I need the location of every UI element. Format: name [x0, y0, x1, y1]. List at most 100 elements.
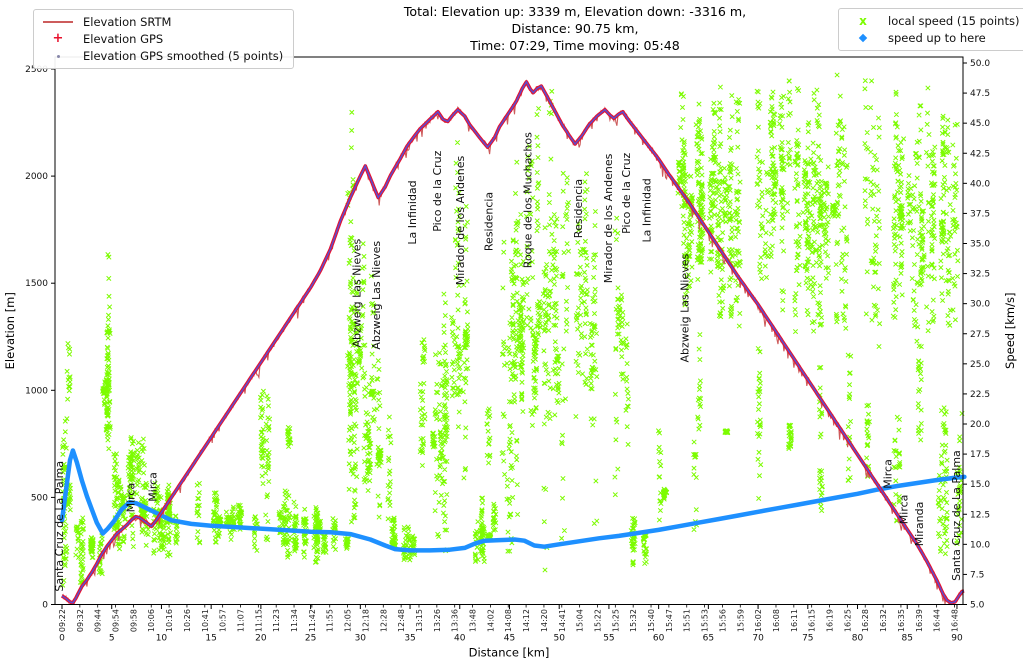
- srtm-line-marker-icon: [42, 15, 74, 29]
- chart-title-line3: Time: 07:29, Time moving: 05:48: [470, 38, 680, 53]
- x-axis-tick-label: 55: [603, 634, 614, 644]
- y-right-tick-label: 15.0: [970, 480, 990, 490]
- waypoint-label: Santa Cruz de La Palma: [53, 461, 66, 592]
- y-right-tick-label: 32.5: [970, 270, 990, 280]
- waypoint-label: Pico de la Cruz: [431, 150, 444, 231]
- x-axis-time-label: 16:25: [843, 609, 852, 632]
- x-axis-tick-label: 25: [305, 634, 316, 644]
- waypoint-label: Abzweig Las Nieves: [350, 238, 363, 347]
- y-right-tick-label: 40.0: [970, 179, 990, 189]
- y-right-tick-label: 35.0: [970, 240, 990, 250]
- legend-label: speed up to here: [888, 31, 986, 45]
- legend-item-elevation-srtm: Elevation SRTM: [42, 15, 283, 29]
- x-axis-time-label: 15:59: [736, 609, 745, 632]
- x-axis-time-label: 12:48: [397, 609, 406, 632]
- y-left-tick-label: 2500: [25, 65, 48, 75]
- x-axis-time-label: 15:40: [647, 609, 656, 632]
- x-axis-time-label: 12:18: [361, 609, 370, 632]
- y-right-axis-title: Speed [km/s]: [1003, 293, 1017, 369]
- legend-item-elevation-gps: + Elevation GPS: [42, 32, 283, 46]
- x-axis-time-label: 11:15: [254, 609, 263, 632]
- legend-label: local speed (15 points): [888, 14, 1020, 28]
- x-axis-time-label: 16:02: [754, 609, 763, 632]
- x-axis-time-label: 15:22: [594, 609, 603, 632]
- x-axis-tick-label: 85: [902, 634, 913, 644]
- x-axis-tick-label: 15: [205, 634, 216, 644]
- x-axis-time-label: 14:12: [522, 609, 531, 632]
- waypoint-label: Roque de los Muchachos: [521, 132, 534, 268]
- gps-plus-marker-icon: +: [52, 31, 64, 46]
- x-axis-time-label: 10:57: [219, 609, 228, 632]
- x-axis-time-label: 11:42: [308, 609, 317, 632]
- y-axis-right: 5.0 7.5 10.0 12.5 15.0 17.5 20.0 22.5 25.0 27.5 30…: [963, 59, 1017, 611]
- x-axis-time-label: 11:23: [272, 609, 281, 632]
- waypoint-label: Mirador de los Andenes: [454, 156, 467, 286]
- waypoint-label: Pico de la Cruz: [620, 152, 633, 233]
- smoothed-dot-marker-icon: [42, 49, 74, 63]
- waypoint-label: Mirca: [881, 459, 894, 489]
- x-axis-tick-label: 40: [454, 634, 466, 644]
- x-axis-time-label: 13:15: [415, 609, 424, 632]
- x-axis-time-label: 15:53: [701, 609, 710, 632]
- y-right-tick-label: 47.5: [970, 89, 990, 99]
- y-right-tick-label: 22.5: [970, 390, 990, 400]
- x-axis-time-label: 16:39: [915, 609, 924, 632]
- legend-item-speed-up-to-here: speed up to here: [847, 31, 1019, 45]
- y-right-tick-label: 5.0: [970, 601, 985, 611]
- x-axis-time-label: 10:26: [183, 609, 192, 632]
- x-axis-time-label: 13:36: [451, 609, 460, 632]
- x-axis-time-label: 15:51: [683, 609, 692, 632]
- x-axis-time-label: 11:34: [290, 609, 299, 632]
- waypoint-label: Mirca: [125, 483, 138, 513]
- x-axis-time-label: 14:08: [504, 609, 513, 632]
- speed-line: [59, 448, 967, 553]
- waypoint-label: Abzweig Las Nieves: [679, 253, 692, 362]
- waypoint-label: Abzweig Las Nieves: [370, 241, 383, 350]
- x-axis-tick-label: 75: [802, 634, 813, 644]
- x-axis-time-label: 10:16: [165, 609, 174, 632]
- x-axis-time-label: 09:32: [76, 609, 85, 632]
- x-axis-time-label: 15:56: [718, 609, 727, 632]
- legend-label: Elevation SRTM: [83, 15, 172, 29]
- x-axis-time-label: 11:07: [237, 609, 246, 632]
- x-axis-title: Distance [km]: [469, 646, 550, 660]
- waypoint-label: Santa Cruz de La Palma: [950, 450, 963, 581]
- x-axis-tick-label: 50: [553, 634, 565, 644]
- y-left-axis-title: Elevation [m]: [3, 292, 17, 369]
- waypoint-label: Mirca: [147, 472, 160, 502]
- x-axis-time-label: 11:55: [326, 609, 335, 632]
- y-right-tick-label: 12.5: [970, 510, 990, 520]
- x-axis-time-label: 10:06: [147, 609, 156, 632]
- x-axis-tick-label: 30: [355, 634, 367, 644]
- elevation-gps-smoothed-line: [61, 80, 965, 604]
- chart-title: Total: Elevation up: 3339 m, Elevation d…: [290, 3, 860, 54]
- y-left-tick-label: 0: [42, 601, 48, 611]
- legend-item-local-speed: x local speed (15 points): [847, 14, 1019, 28]
- x-axis-tick-label: 90: [951, 634, 963, 644]
- x-axis-time-label: 16:08: [772, 609, 781, 632]
- waypoint-label: La Infinidad: [406, 180, 419, 244]
- x-axis-time-label: 10:41: [201, 609, 210, 632]
- x-axis-tick-label: 10: [156, 634, 168, 644]
- x-axis-time-label: 13:26: [433, 609, 442, 632]
- x-axis-time-label: 13:48: [469, 609, 478, 632]
- x-axis-time-label: 16:28: [861, 609, 870, 632]
- x-axis-time-label: 16:15: [808, 609, 817, 632]
- x-axis-time-label: 16:35: [897, 609, 906, 632]
- y-right-tick-label: 42.5: [970, 149, 990, 159]
- x-axis-tick-label: 5: [109, 634, 115, 644]
- x-axis-time-label: 16:11: [790, 609, 799, 632]
- x-axis-time-label: 14:41: [558, 609, 567, 632]
- waypoint-label: Miranda: [913, 502, 926, 547]
- x-axis-time-label: 09:22: [58, 609, 67, 632]
- y-right-tick-label: 30.0: [970, 300, 990, 310]
- y-right-tick-label: 37.5: [970, 209, 990, 219]
- x-axis-time-label: 16:19: [826, 609, 835, 632]
- y-right-tick-label: 45.0: [970, 119, 990, 129]
- y-left-tick-label: 1000: [25, 386, 48, 396]
- x-axis-time-label: 15:25: [611, 609, 620, 632]
- x-axis-time-label: 09:58: [129, 609, 138, 632]
- x-axis-time-label: 14:02: [486, 609, 495, 632]
